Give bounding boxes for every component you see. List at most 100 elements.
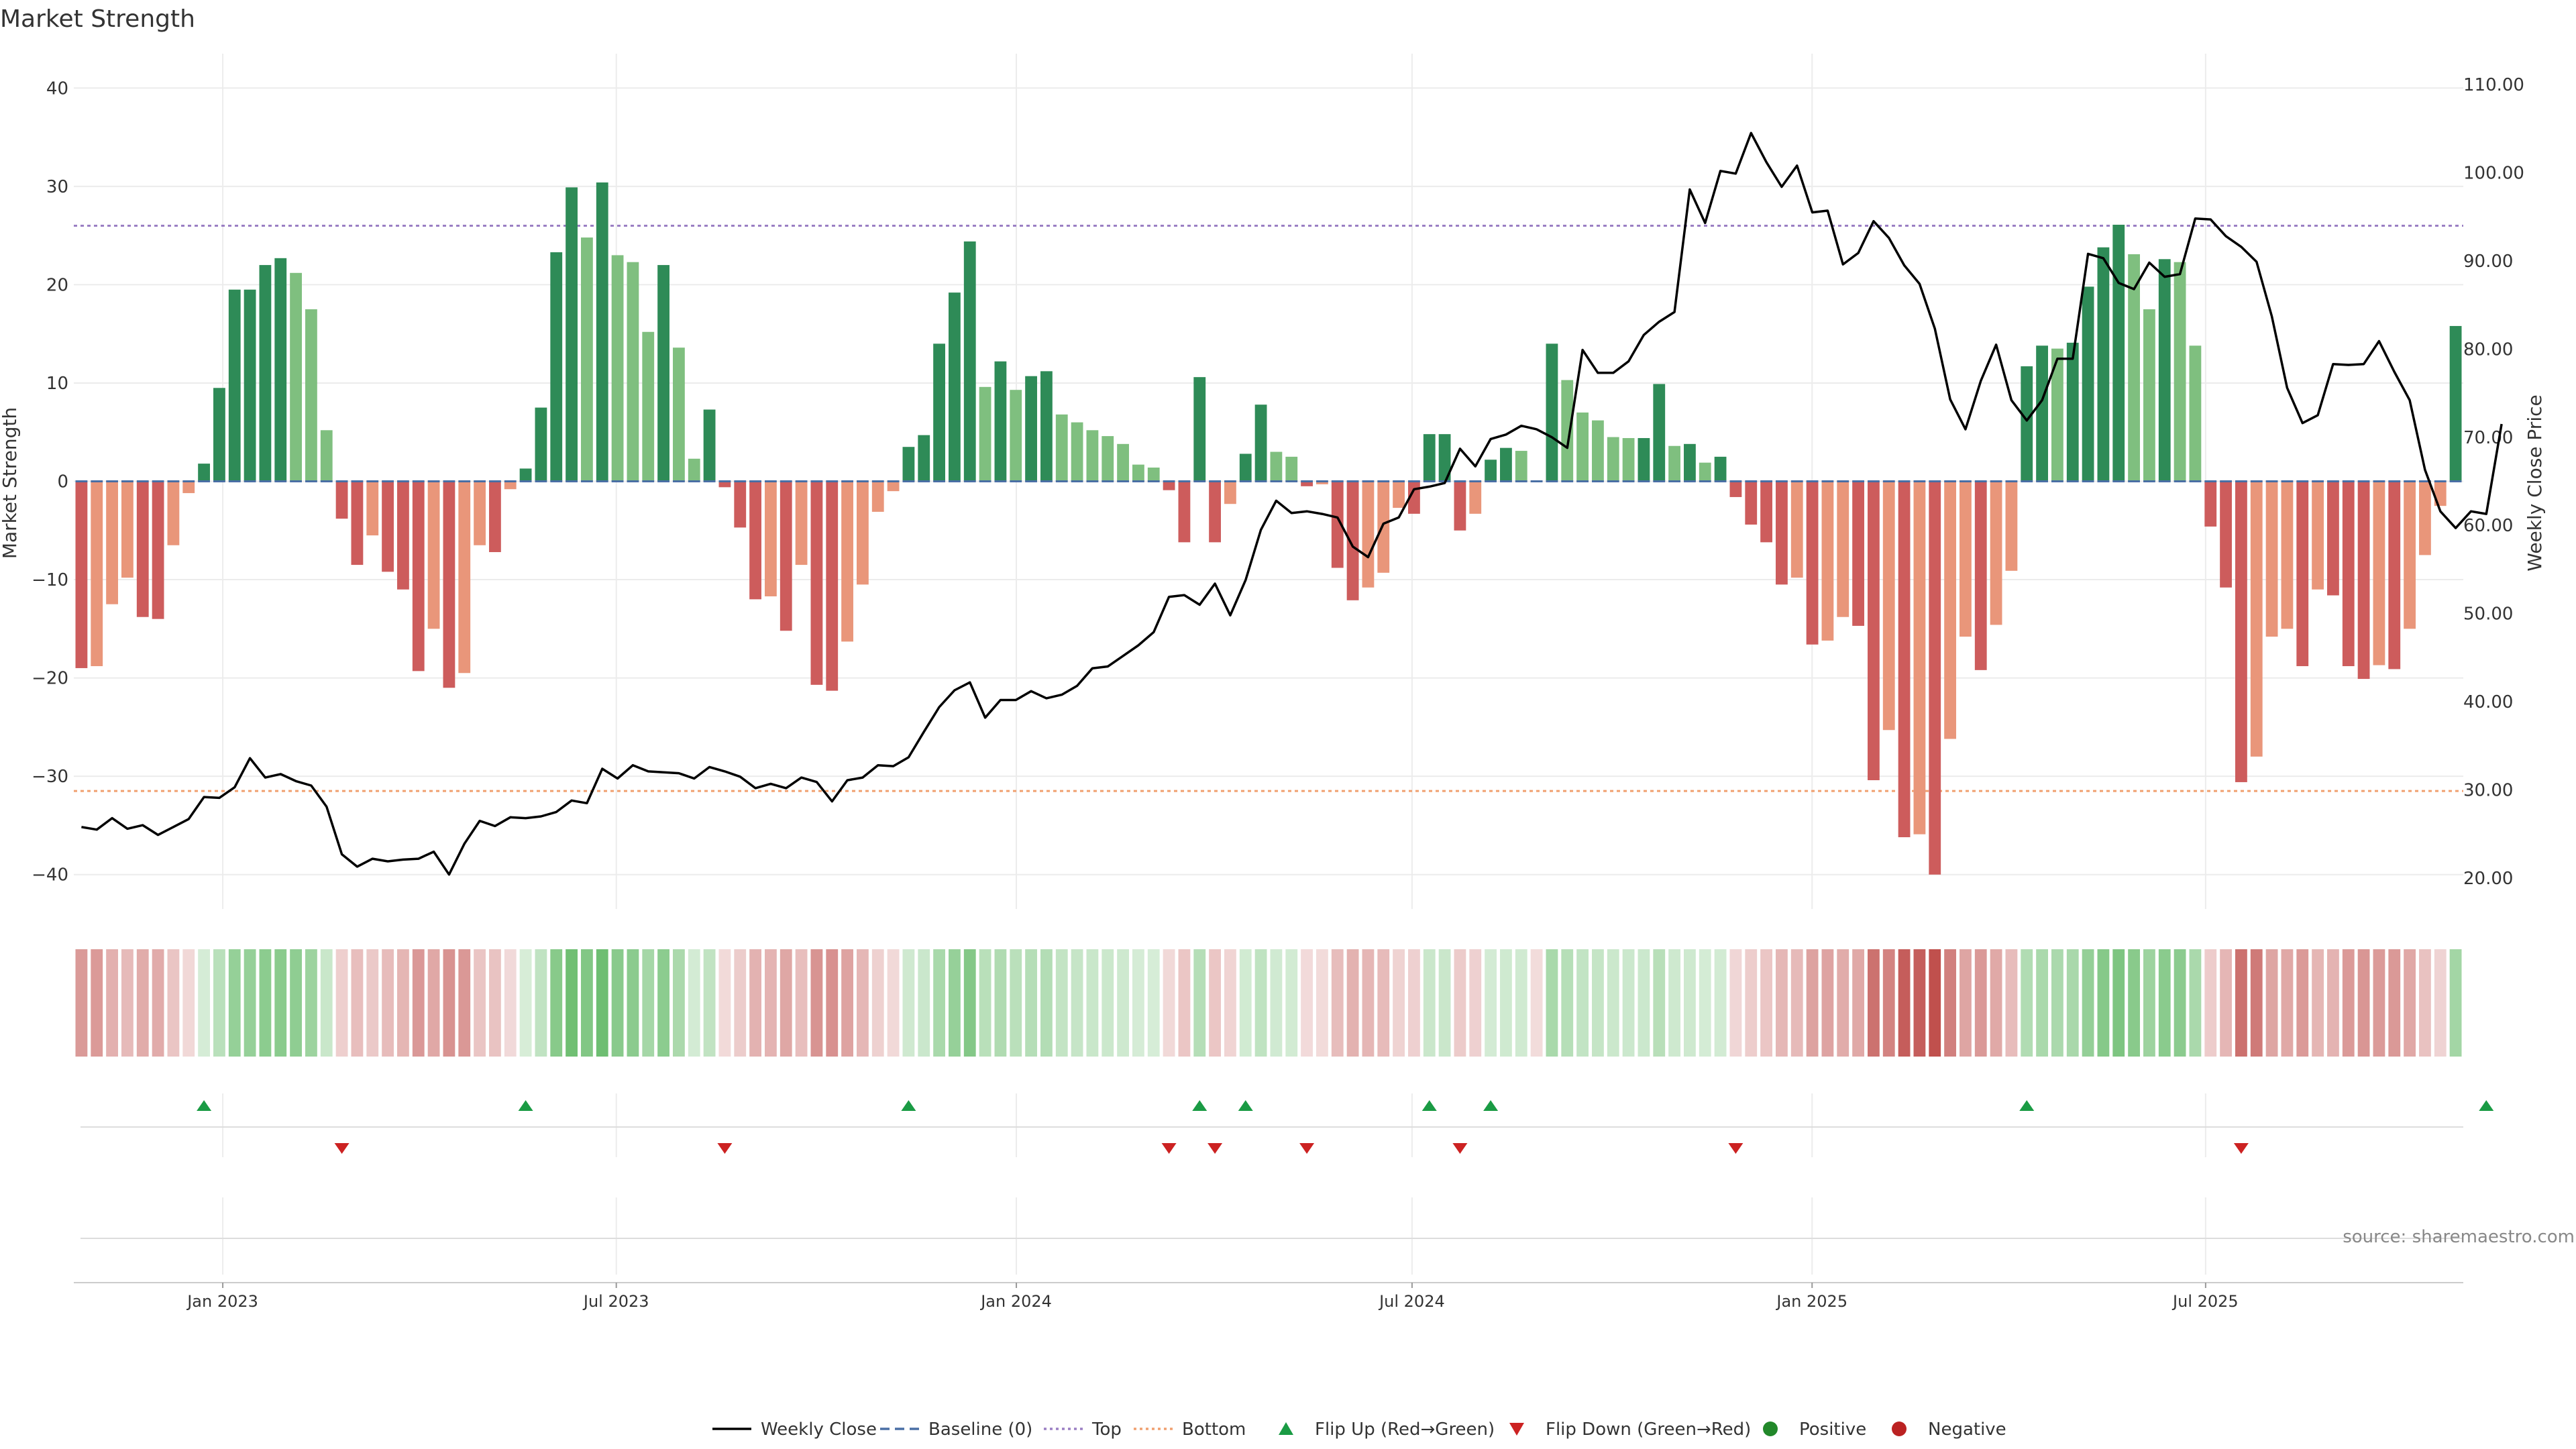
heat-cell: [1485, 949, 1497, 1057]
strength-bar: [2373, 481, 2385, 665]
y2-tick-label: 80.00: [2463, 339, 2513, 360]
strength-bar: [1239, 453, 1252, 482]
heat-cell: [887, 949, 900, 1057]
chart-legend: Weekly Close Baseline (0) Top Bottom Flip Up…: [712, 1419, 2006, 1440]
heat-cell: [2204, 949, 2217, 1057]
source-note: source: sharemaestro.com: [2343, 1227, 2575, 1247]
y2-tick-label: 110.00: [2463, 75, 2524, 95]
strength-bar: [382, 481, 394, 572]
strength-bar: [2388, 481, 2401, 669]
heat-cell: [780, 949, 792, 1057]
heat-cell: [1960, 949, 1972, 1057]
heat-cell: [1607, 949, 1619, 1057]
y2-axis-label: Weekly Close Price: [2524, 394, 2546, 571]
heat-cell: [2449, 949, 2462, 1057]
x-tick-label: Jul 2025: [2171, 1292, 2239, 1311]
strength-bar: [1882, 481, 1895, 731]
flip-down-marker: [1208, 1143, 1223, 1154]
heat-cell: [2220, 949, 2232, 1057]
heat-cell: [795, 949, 808, 1057]
strength-bar: [1055, 414, 1068, 482]
heat-cell: [1377, 949, 1390, 1057]
heat-cell: [1760, 949, 1772, 1057]
heat-cell: [366, 949, 379, 1057]
heat-cell: [1729, 949, 1742, 1057]
strength-bar: [2051, 348, 2063, 482]
strength-bar: [826, 481, 839, 691]
strength-bar: [1592, 420, 1604, 482]
strength-bar: [550, 252, 563, 482]
strength-bar: [213, 388, 225, 482]
strength-bar: [1362, 481, 1375, 588]
x-tick-label: Jan 2024: [979, 1292, 1052, 1311]
strength-bar: [2312, 481, 2324, 590]
strength-bar: [1821, 481, 1834, 641]
strength-bar: [1837, 481, 1849, 617]
legend-label-1: Baseline (0): [928, 1419, 1032, 1440]
heat-cell: [550, 949, 563, 1057]
strength-bar: [2265, 481, 2278, 637]
strength-bar: [871, 481, 884, 512]
heat-cell: [152, 949, 164, 1057]
strength-bar: [1760, 481, 1772, 543]
heat-cell: [2143, 949, 2155, 1057]
heat-cell: [1668, 949, 1680, 1057]
heat-cell: [2404, 949, 2416, 1057]
strength-bar: [412, 481, 425, 672]
strength-bar: [427, 481, 440, 629]
heat-cell: [244, 949, 256, 1057]
strength-bar: [596, 182, 608, 482]
strength-bar: [2327, 481, 2339, 596]
heat-cell: [1837, 949, 1849, 1057]
strength-bars: [75, 182, 2462, 875]
strength-bar: [290, 272, 302, 482]
heat-cell: [1301, 949, 1313, 1057]
heat-cell: [320, 949, 333, 1057]
legend-label-7: Negative: [1928, 1419, 2006, 1440]
strength-bar: [182, 481, 195, 494]
heat-cell: [1821, 949, 1834, 1057]
strength-bar: [2158, 259, 2171, 482]
heat-cell: [1316, 949, 1328, 1057]
heat-cell: [519, 949, 532, 1057]
strength-bar: [1622, 438, 1635, 482]
heat-cell: [1653, 949, 1666, 1057]
heat-cell: [2036, 949, 2048, 1057]
chart-title: Market Strength: [0, 5, 195, 33]
strength-bar: [627, 262, 639, 482]
heat-cell: [611, 949, 624, 1057]
strength-bar: [1576, 412, 1589, 482]
heat-cell: [749, 949, 761, 1057]
strength-bar: [642, 331, 655, 482]
heat-cell: [1163, 949, 1175, 1057]
strength-bar: [2434, 481, 2447, 506]
heat-cell: [427, 949, 440, 1057]
strength-bar: [1163, 481, 1175, 490]
flip-up-marker: [518, 1100, 533, 1111]
heat-cell: [2327, 949, 2339, 1057]
heat-cell: [1806, 949, 1819, 1057]
strength-bar: [1745, 481, 1758, 525]
heat-cell: [1270, 949, 1283, 1057]
strength-bar: [1086, 430, 1099, 482]
reference-lines: [74, 224, 2463, 792]
strength-bar: [1316, 481, 1328, 484]
strength-bar: [918, 435, 930, 482]
heat-cell: [1990, 949, 2002, 1057]
y-tick-label: −40: [32, 865, 68, 885]
heat-cell: [412, 949, 425, 1057]
heat-cell: [627, 949, 639, 1057]
heat-cell: [1362, 949, 1375, 1057]
heat-cell: [2189, 949, 2202, 1057]
strength-bar: [121, 481, 133, 578]
flip-down-marker: [717, 1143, 733, 1154]
heat-cell: [1071, 949, 1083, 1057]
heat-cell: [2373, 949, 2385, 1057]
legend-label-4: Flip Up (Red→Green): [1315, 1419, 1495, 1440]
heat-cell: [810, 949, 823, 1057]
heat-cell: [1224, 949, 1236, 1057]
heat-cell: [994, 949, 1007, 1057]
strength-bar: [1960, 481, 1972, 637]
strength-bar: [106, 481, 118, 604]
heat-cell: [382, 949, 394, 1057]
